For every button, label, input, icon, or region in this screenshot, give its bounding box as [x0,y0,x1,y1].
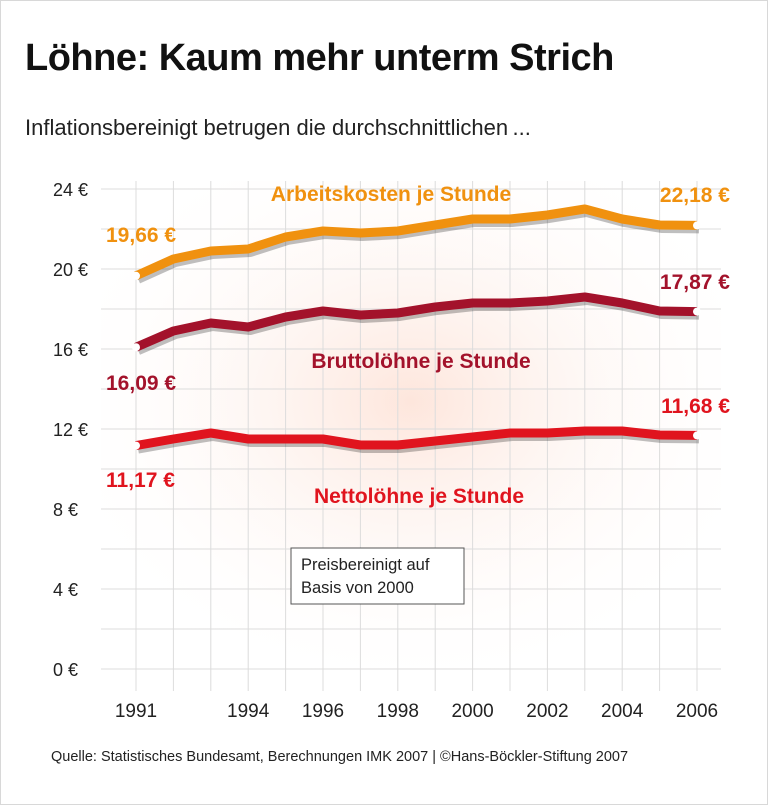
data-point-marker [693,307,701,316]
annotation-text: Preisbereinigt auf [301,556,430,574]
line-chart: 0 € 4 € 8 € 12 € 16 € 20 € 24 € 1991 1994 1996 199… [53,180,730,722]
series-name-label: Bruttolöhne je Stunde [311,350,530,373]
annotation-text: Basis von 2000 [301,579,414,597]
chart-title: Löhne: Kaum mehr unterm Strich [25,37,614,79]
y-tick-label: 0 € [53,660,78,680]
source-note: Quelle: Statistisches Bundesamt, Berechn… [51,749,629,765]
series-line-1 [134,292,698,352]
y-tick-label: 12 € [53,420,88,440]
y-tick-label: 24 € [53,180,88,200]
data-point-marker [693,221,701,230]
x-tick-label: 1994 [227,701,270,722]
x-tick-label: 2000 [451,701,493,722]
series-line-0 [134,204,698,280]
start-value-label: 19,66 € [106,224,176,247]
y-tick-label: 16 € [53,340,88,360]
x-tick-label: 1998 [377,701,419,722]
end-value-label: 11,68 € [661,395,730,418]
x-tick-label: 1991 [115,701,157,722]
series-name-label: Nettolöhne je Stunde [314,485,524,508]
x-tick-label: 2004 [601,701,644,722]
series-line-2 [135,426,698,451]
x-tick-label: 1996 [302,701,344,722]
start-value-label: 11,17 € [106,469,175,492]
annotation-box [290,547,465,605]
series-name-label: Arbeitskosten je Stunde [271,183,511,206]
x-tick-label: 2006 [676,701,718,722]
end-value-label: 17,87 € [660,271,730,294]
data-point-marker [132,441,140,450]
end-value-label: 22,18 € [660,184,730,207]
y-tick-label: 8 € [53,500,78,520]
start-value-label: 16,09 € [106,372,176,395]
data-point-marker [693,431,701,440]
x-tick-label: 2002 [526,701,568,722]
data-point-marker [132,271,140,280]
chart-subtitle: Inflationsbereinigt betrugen die durchsc… [25,115,531,140]
y-tick-label: 20 € [53,260,88,280]
y-tick-label: 4 € [53,580,78,600]
data-point-marker [132,343,140,352]
